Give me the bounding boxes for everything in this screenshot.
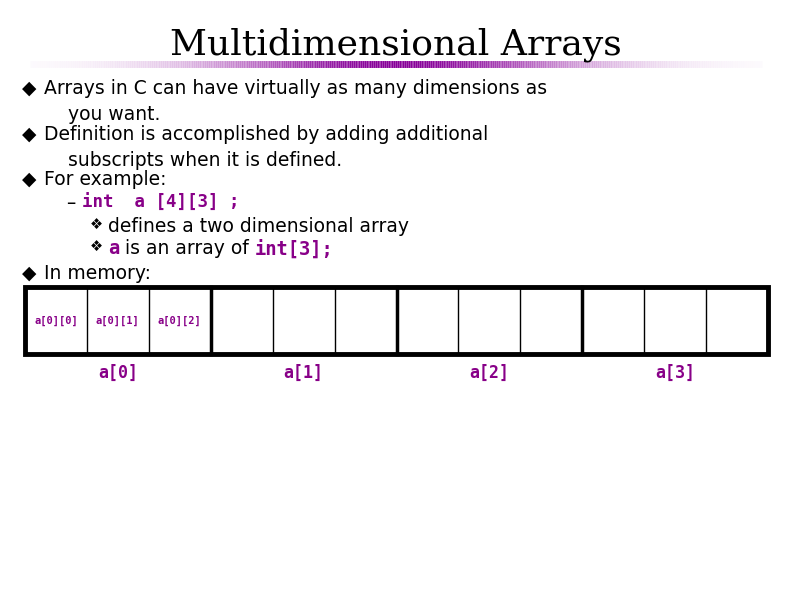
Text: In memory:: In memory:: [44, 264, 151, 283]
Text: Multidimensional Arrays: Multidimensional Arrays: [170, 27, 622, 61]
Text: a: a: [108, 239, 120, 258]
Text: a[1]: a[1]: [284, 364, 324, 382]
Text: a[0][1]: a[0][1]: [96, 315, 139, 326]
Text: ◆: ◆: [22, 170, 36, 189]
Text: a[0][2]: a[0][2]: [158, 315, 202, 326]
Text: is an array of: is an array of: [120, 239, 255, 258]
Text: ❖: ❖: [90, 239, 103, 254]
Text: defines a two dimensional array: defines a two dimensional array: [108, 217, 409, 236]
Text: int[3];: int[3];: [255, 239, 333, 258]
Text: a[2]: a[2]: [470, 364, 509, 382]
Text: ◆: ◆: [22, 125, 36, 144]
Text: Definition is accomplished by adding additional
    subscripts when it is define: Definition is accomplished by adding add…: [44, 125, 488, 171]
Bar: [25, 287, 768, 354]
Text: a[3]: a[3]: [655, 364, 695, 382]
Text: a[0]: a[0]: [98, 364, 138, 382]
Text: ◆: ◆: [22, 79, 36, 98]
Text: –: –: [66, 194, 75, 213]
Text: Arrays in C can have virtually as many dimensions as
    you want.: Arrays in C can have virtually as many d…: [44, 79, 547, 124]
Text: ❖: ❖: [90, 217, 103, 232]
Text: ◆: ◆: [22, 264, 36, 283]
Text: For example:: For example:: [44, 170, 166, 189]
Text: int  a [4][3] ;: int a [4][3] ;: [82, 194, 239, 212]
Text: a[0][0]: a[0][0]: [34, 315, 78, 326]
